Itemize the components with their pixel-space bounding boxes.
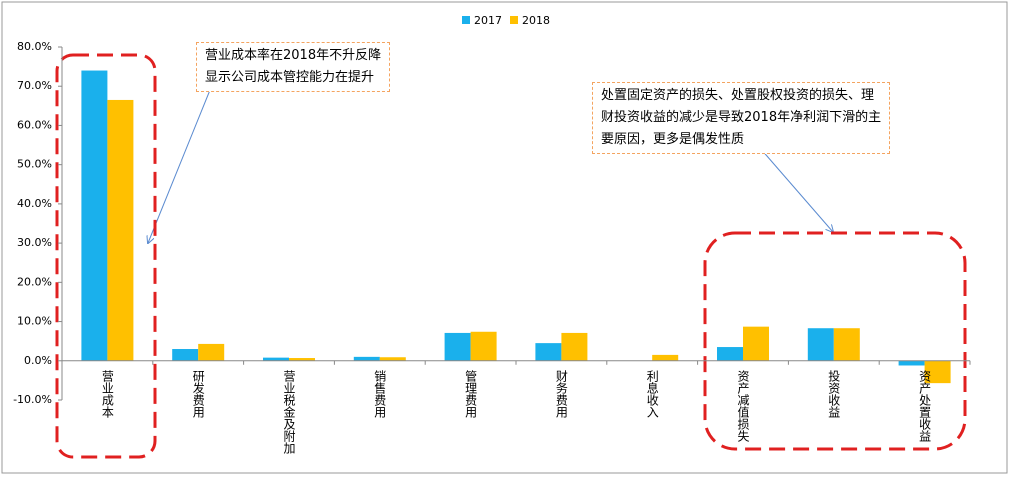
bar: [833, 328, 860, 361]
legend-label: 2017: [474, 14, 502, 27]
annotation-line: 营业成本率在2018年不升反降: [205, 48, 382, 63]
x-tick-label: 销售费用: [373, 370, 387, 419]
x-tick-label: 财务费用: [554, 370, 568, 419]
y-tick-label: 40.0%: [17, 197, 52, 210]
bar: [379, 357, 406, 361]
x-tick-label: 资产减值损失: [736, 370, 750, 442]
bar: [172, 349, 199, 361]
x-tick-label: 利息收入: [645, 370, 659, 418]
annotation-line: 处置固定资产的损失、处置股权投资的损失、理: [601, 88, 875, 103]
arrow: [759, 147, 833, 232]
bar: [107, 99, 134, 361]
y-tick-label: 20.0%: [17, 275, 52, 288]
bar: [444, 332, 471, 361]
bar: [198, 343, 225, 361]
highlight-box: [55, 53, 157, 459]
bar: [743, 326, 769, 361]
annotation-line: 财投资收益的减少是导致2018年净利润下滑的主: [601, 110, 882, 125]
annotation-line: 要原因，更多是偶发性质: [601, 132, 745, 147]
x-tick-label: 研发费用: [191, 370, 205, 419]
annotation: 处置固定资产的损失、处置股权投资的损失、理 财投资收益的减少是导致2018年净利润…: [592, 82, 891, 154]
bar: [807, 328, 834, 361]
bar: [263, 357, 289, 361]
legend-swatch: [462, 16, 470, 24]
bar: [561, 332, 588, 361]
bar: [924, 360, 951, 384]
legend-swatch: [510, 16, 518, 24]
arrow: [148, 89, 211, 243]
x-tick-label: 管理费用: [464, 369, 478, 419]
x-tick-label: 营业成本: [100, 370, 114, 419]
bar: [717, 347, 743, 361]
highlight-box: [703, 231, 967, 451]
bar: [289, 358, 315, 361]
bar: [535, 343, 562, 361]
y-tick-label: 80.0%: [17, 40, 52, 53]
bar: [898, 360, 925, 366]
y-tick-label: 10.0%: [17, 315, 52, 328]
bar: [353, 356, 380, 361]
x-tick-label: 投资收益: [827, 369, 841, 418]
y-tick-label: 0.0%: [24, 354, 52, 367]
y-tick-label: -10.0%: [13, 393, 52, 406]
bar: [470, 331, 497, 361]
y-tick-label: 70.0%: [17, 79, 52, 92]
bar: [652, 354, 679, 361]
y-tick-label: 30.0%: [17, 236, 52, 249]
x-tick-label: 资产处置收益: [918, 370, 932, 442]
annotation: 营业成本率在2018年不升反降 显示公司成本管控能力在提升: [196, 42, 391, 92]
y-tick-label: 60.0%: [17, 118, 52, 131]
x-tick-label: 营业税金及附加: [282, 370, 296, 455]
legend-label: 2018: [522, 14, 550, 27]
annotation-line: 显示公司成本管控能力在提升: [205, 70, 375, 85]
bar: [81, 70, 108, 361]
y-tick-label: 50.0%: [17, 158, 52, 171]
